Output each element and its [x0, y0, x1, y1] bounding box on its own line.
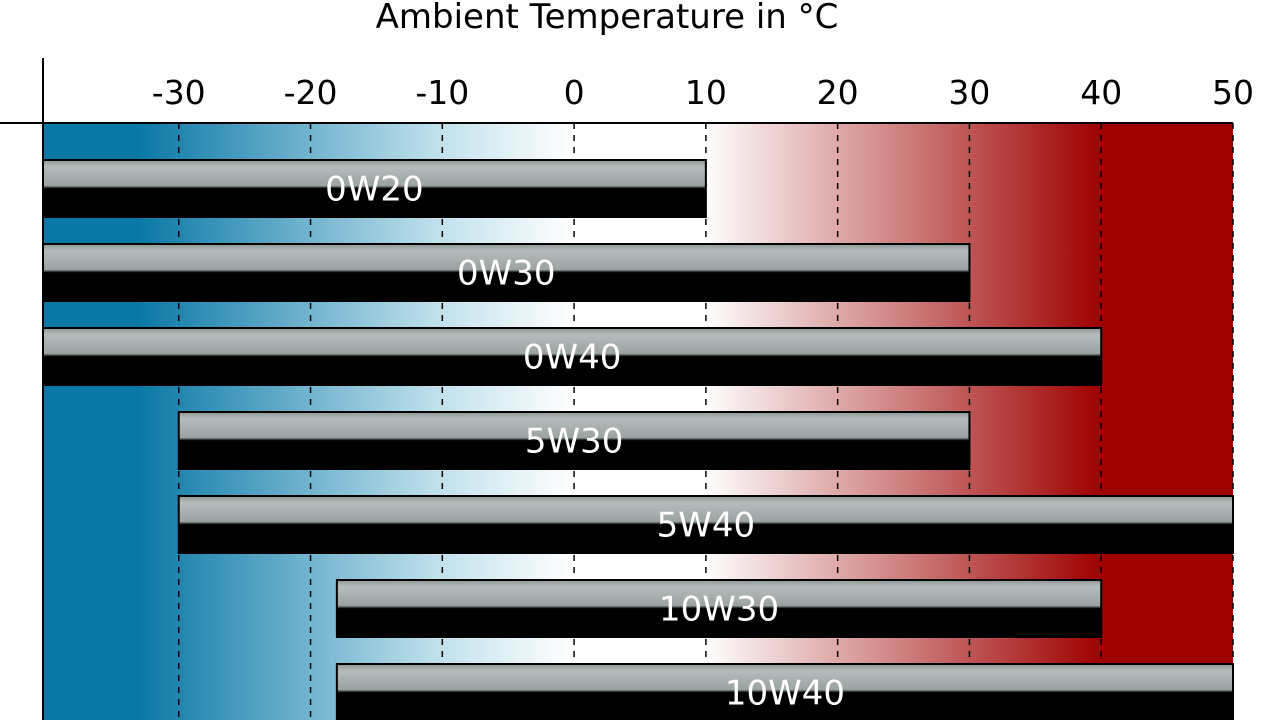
bar [42, 327, 1103, 386]
bar-label: 10W30 [659, 590, 779, 630]
x-tick-label: -10 [415, 73, 469, 112]
x-tick-label: 10 [685, 73, 727, 112]
bar [335, 579, 1103, 638]
x-axis-ticks: -30 -20 -10 0 10 20 30 40 50 [152, 73, 1254, 112]
bar-label: 5W40 [657, 506, 756, 546]
bar-0w20: 0W20 [42, 159, 707, 218]
bar-label: 0W20 [325, 170, 424, 210]
bar-label: 0W30 [457, 254, 556, 294]
x-tick-label: 50 [1212, 73, 1254, 112]
chart-title: Ambient Temperature in °C [376, 0, 839, 37]
bar-label: 10W40 [725, 674, 845, 714]
x-tick-label: -20 [284, 73, 338, 112]
bar [42, 243, 971, 302]
bar-5w30: 5W30 [177, 411, 971, 470]
bar-5w40: 5W40 [177, 495, 1234, 554]
plot-area: 0W20 0W30 0W40 5W30 5W40 10W30 10W40 [0, 58, 1234, 720]
bars: 0W20 0W30 0W40 5W30 5W40 10W30 10W40 [42, 159, 1234, 720]
bar-10w40: 10W40 [335, 663, 1234, 720]
bar [177, 411, 971, 470]
bar-10w30: 10W30 [335, 579, 1103, 638]
bar-label: 0W40 [523, 338, 622, 378]
bar-0w40: 0W40 [42, 327, 1103, 386]
bar [177, 495, 1234, 554]
x-tick-label: 30 [948, 73, 990, 112]
bar [335, 663, 1234, 720]
bar [42, 159, 707, 218]
bar-0w30: 0W30 [42, 243, 971, 302]
x-tick-label: 40 [1080, 73, 1122, 112]
bar-label: 5W30 [525, 422, 624, 462]
x-tick-label: 20 [817, 73, 859, 112]
x-tick-label: -30 [152, 73, 206, 112]
x-tick-label: 0 [564, 73, 585, 112]
